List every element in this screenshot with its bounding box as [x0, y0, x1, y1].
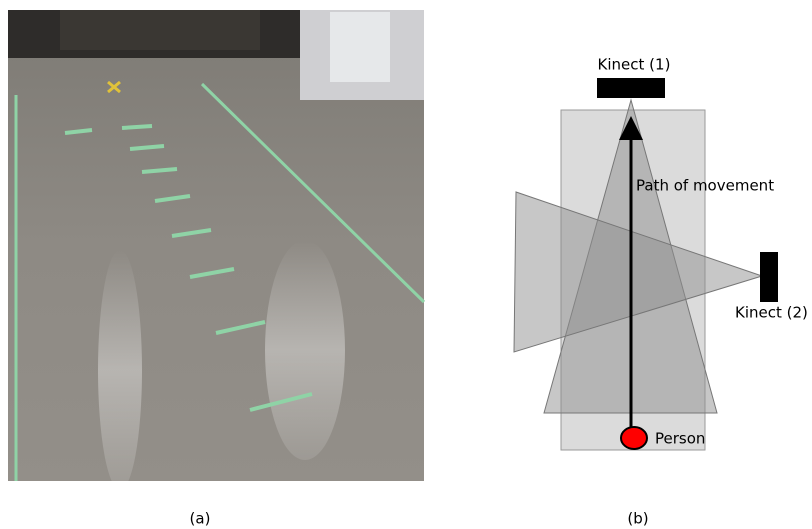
- panel-caption: (a): [190, 510, 211, 528]
- sensor-label: Kinect (2): [735, 304, 808, 322]
- panel-caption: (b): [627, 510, 648, 528]
- figure: (a) Kinect (1) Kinect (2) Path of moveme…: [0, 0, 812, 529]
- person-label: Person: [655, 430, 705, 448]
- photo: [8, 10, 424, 490]
- sensor-label: Kinect (1): [598, 56, 671, 74]
- diagram: [514, 78, 778, 450]
- path-label: Path of movement: [636, 177, 774, 195]
